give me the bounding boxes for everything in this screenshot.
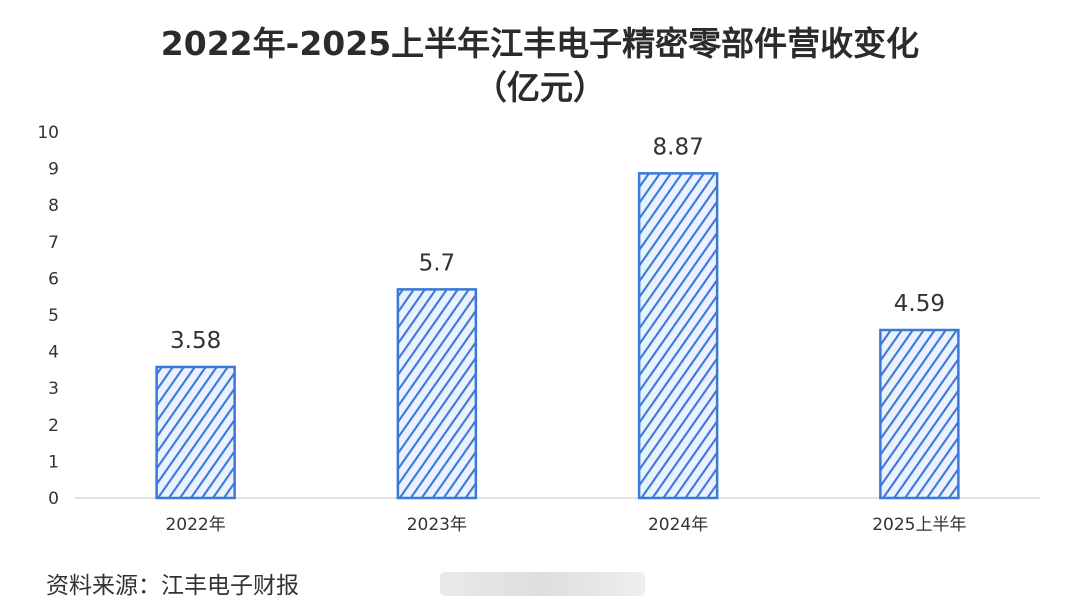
- data-label: 4.59: [894, 291, 945, 317]
- chart-title: 2022年-2025上半年江丰电子精密零部件营收变化 （亿元）: [0, 22, 1080, 110]
- x-axis: 2022年 2023年 2024年 2025上半年: [75, 497, 1040, 535]
- y-tick-label: 9: [48, 160, 59, 180]
- y-tick-label: 8: [48, 196, 59, 216]
- y-tick-label: 2: [48, 416, 59, 436]
- data-label: 5.7: [419, 250, 456, 276]
- y-tick-label: 4: [48, 343, 59, 363]
- x-tick-label: 2023年: [407, 515, 467, 535]
- bar: [396, 288, 478, 500]
- y-tick-label: 10: [37, 123, 59, 143]
- y-axis: 0 1 2 3 4 5 6 7 8 9 10: [37, 123, 59, 509]
- data-label: 8.87: [653, 134, 704, 160]
- chart-title-line1: 2022年-2025上半年江丰电子精密零部件营收变化: [160, 24, 920, 63]
- x-tick-label: 2025上半年: [872, 515, 966, 535]
- y-tick-label: 0: [48, 489, 59, 509]
- x-tick-label: 2022年: [165, 515, 225, 535]
- y-tick-label: 5: [48, 306, 59, 326]
- data-label: 3.58: [170, 328, 221, 354]
- source-note: 资料来源：江丰电子财报: [46, 573, 299, 599]
- y-tick-label: 7: [48, 233, 59, 253]
- bars: 3.58 5.7 8.87 4.59: [155, 134, 960, 500]
- bar: [879, 328, 960, 500]
- blurred-watermark: [440, 572, 645, 596]
- y-tick-label: 3: [48, 379, 59, 399]
- bar: [155, 365, 236, 500]
- bar: [637, 172, 719, 500]
- chart-title-line2: （亿元）: [474, 68, 606, 107]
- y-tick-label: 1: [48, 452, 59, 472]
- x-tick-label: 2024年: [648, 515, 708, 535]
- y-tick-label: 6: [48, 269, 59, 289]
